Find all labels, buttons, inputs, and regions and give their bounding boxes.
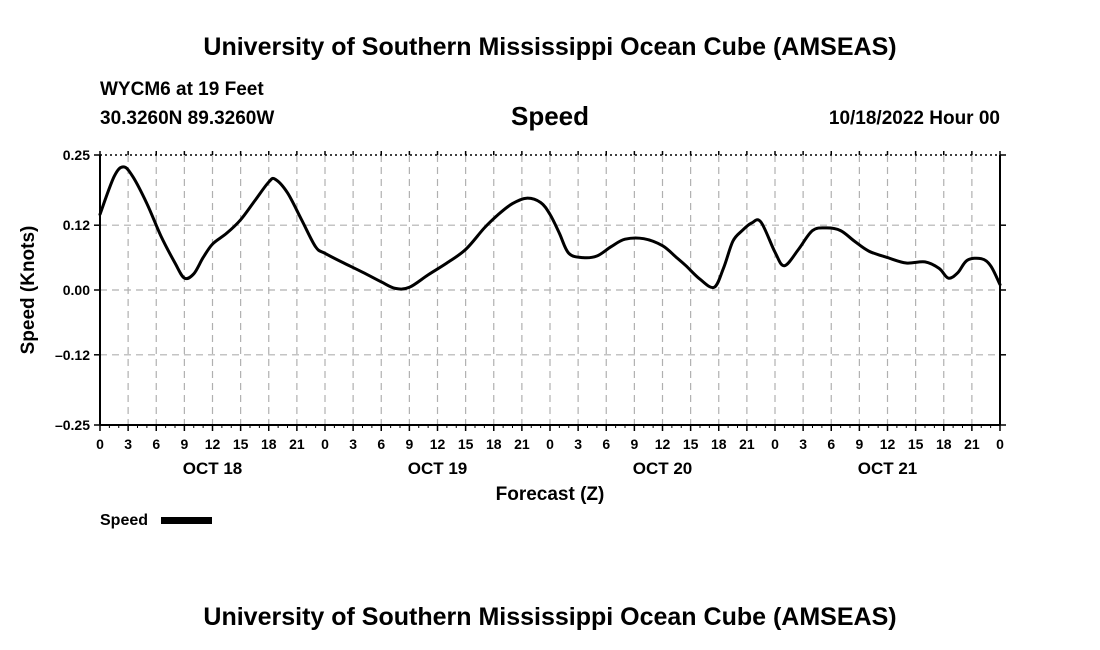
grid-lines xyxy=(100,155,1000,425)
day-label: OCT 21 xyxy=(858,459,918,478)
x-tick-label: 9 xyxy=(405,436,413,452)
variable-title: Speed xyxy=(511,101,589,131)
x-tick-label: 15 xyxy=(458,436,474,452)
x-tick-labels: 0 3 6 9 12 15 18 21 0 3 6 9 12 15 18 21 0 3 6 9 12 15 18 21 0 3 6 9… xyxy=(96,436,1004,452)
x-tick-label: 3 xyxy=(124,436,132,452)
day-label: OCT 18 xyxy=(183,459,243,478)
x-tick-label: 21 xyxy=(514,436,530,452)
x-tick-label: 9 xyxy=(180,436,188,452)
x-tick-label: 3 xyxy=(799,436,807,452)
x-axis-label: Forecast (Z) xyxy=(496,484,605,505)
y-tick-labels: 0.25 0.12 0.00 –0.12 –0.25 xyxy=(55,147,90,433)
x-tick-label: 12 xyxy=(655,436,671,452)
legend-swatch xyxy=(161,517,212,524)
speed-series-line xyxy=(98,165,1002,291)
x-tick-label: 3 xyxy=(349,436,357,452)
x-tick-label: 18 xyxy=(711,436,727,452)
bottom-title: University of Southern Mississippi Ocean… xyxy=(203,603,896,631)
x-tick-label: 21 xyxy=(739,436,755,452)
x-tick-label: 21 xyxy=(289,436,305,452)
day-label: OCT 20 xyxy=(633,459,693,478)
y-tick-label: 0.25 xyxy=(63,147,90,163)
x-tick-label: 0 xyxy=(321,436,329,452)
x-tick-label: 9 xyxy=(855,436,863,452)
x-tick-label: 6 xyxy=(602,436,610,452)
day-labels: OCT 18 OCT 19 OCT 20 OCT 21 xyxy=(183,459,918,478)
axes xyxy=(94,151,1006,431)
x-tick-label: 15 xyxy=(908,436,924,452)
x-tick-label: 15 xyxy=(233,436,249,452)
x-tick-label: 9 xyxy=(630,436,638,452)
x-tick-label: 6 xyxy=(827,436,835,452)
run-label: 10/18/2022 Hour 00 xyxy=(829,108,1000,129)
x-tick-label: 21 xyxy=(964,436,980,452)
x-tick-label: 18 xyxy=(936,436,952,452)
top-title: University of Southern Mississippi Ocean… xyxy=(203,33,896,61)
x-tick-label: 15 xyxy=(683,436,699,452)
x-tick-label: 0 xyxy=(771,436,779,452)
x-tick-label: 12 xyxy=(205,436,221,452)
x-tick-label: 6 xyxy=(152,436,160,452)
y-tick-label: –0.12 xyxy=(55,347,90,363)
location-label: 30.3260N 89.3260W xyxy=(100,108,274,129)
x-tick-label: 12 xyxy=(430,436,446,452)
y-axis-label: Speed (Knots) xyxy=(18,226,39,355)
station-label: WYCM6 at 19 Feet xyxy=(100,79,264,100)
series-group xyxy=(98,165,1002,291)
day-label: OCT 19 xyxy=(408,459,468,478)
x-tick-label: 18 xyxy=(486,436,502,452)
x-tick-label: 3 xyxy=(574,436,582,452)
x-tick-label: 0 xyxy=(546,436,554,452)
y-tick-label: –0.25 xyxy=(55,417,90,433)
legend-label: Speed xyxy=(100,512,148,529)
x-tick-label: 12 xyxy=(880,436,896,452)
x-tick-label: 6 xyxy=(377,436,385,452)
x-tick-label: 18 xyxy=(261,436,277,452)
x-tick-label: 0 xyxy=(996,436,1004,452)
y-tick-label: 0.00 xyxy=(63,282,90,298)
y-tick-label: 0.12 xyxy=(63,217,90,233)
x-tick-label: 0 xyxy=(96,436,104,452)
